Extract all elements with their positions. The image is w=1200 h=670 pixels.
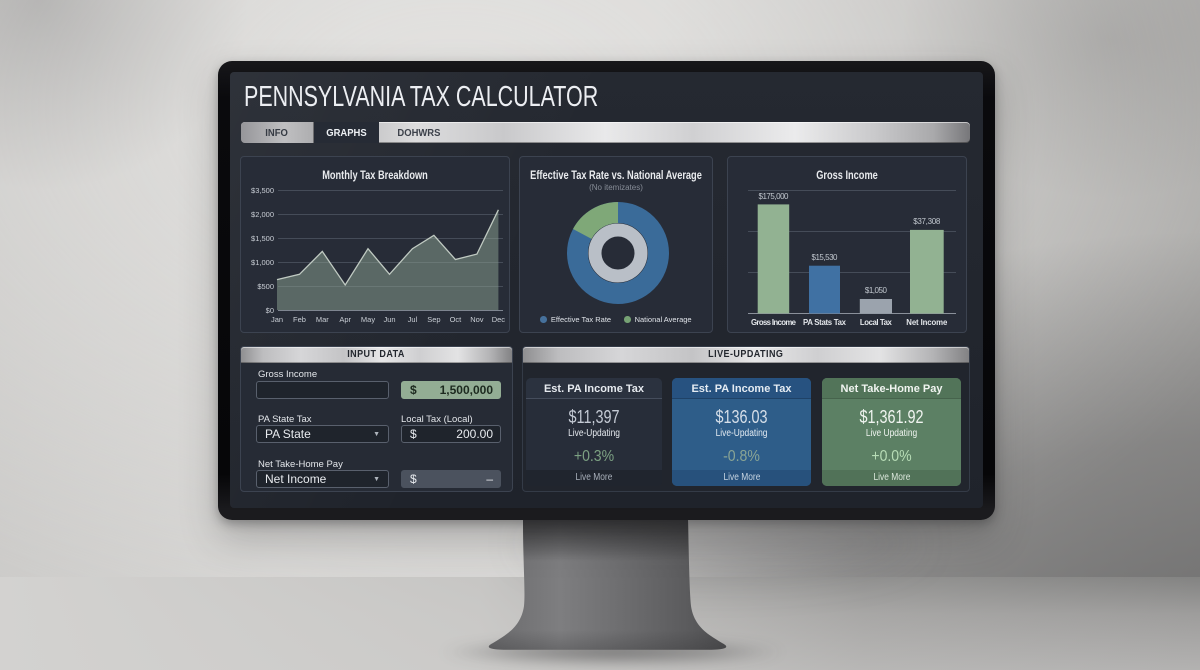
svg-text:$3,500: $3,500 bbox=[251, 186, 274, 195]
svg-text:Net Income: Net Income bbox=[906, 318, 948, 327]
svg-text:$1,050: $1,050 bbox=[865, 286, 888, 295]
svg-text:Jul: Jul bbox=[408, 315, 418, 324]
svg-text:Nov: Nov bbox=[470, 315, 484, 324]
svg-text:$15,530: $15,530 bbox=[812, 253, 839, 262]
svg-text:Local Tax: Local Tax bbox=[860, 318, 893, 327]
svg-text:$2,000: $2,000 bbox=[251, 210, 274, 219]
svg-text:Jan: Jan bbox=[271, 315, 283, 324]
svg-text:Oct: Oct bbox=[450, 315, 463, 324]
svg-text:PA Stats Tax: PA Stats Tax bbox=[803, 318, 847, 327]
svg-text:$500: $500 bbox=[257, 282, 274, 291]
svg-text:Dec: Dec bbox=[492, 315, 506, 324]
svg-text:$0: $0 bbox=[266, 306, 274, 315]
svg-text:$1,500: $1,500 bbox=[251, 234, 274, 243]
svg-text:May: May bbox=[361, 315, 375, 324]
svg-text:Feb: Feb bbox=[293, 315, 306, 324]
svg-text:$37,308: $37,308 bbox=[913, 217, 941, 226]
svg-text:Jun: Jun bbox=[383, 315, 395, 324]
svg-text:Sep: Sep bbox=[427, 315, 440, 324]
svg-text:Apr: Apr bbox=[339, 315, 351, 324]
svg-text:$175,000: $175,000 bbox=[759, 192, 790, 201]
svg-text:Gross Income: Gross Income bbox=[751, 318, 797, 327]
svg-text:$1,000: $1,000 bbox=[251, 258, 274, 267]
svg-text:Mar: Mar bbox=[316, 315, 329, 324]
